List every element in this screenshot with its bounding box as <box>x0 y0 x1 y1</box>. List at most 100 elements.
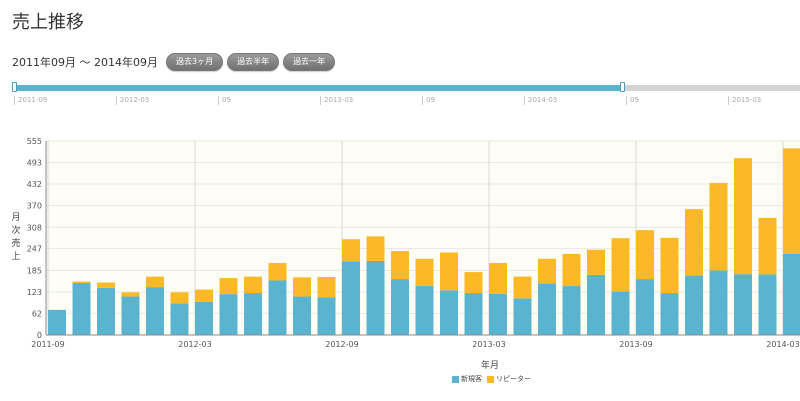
bar-repeat-customer[interactable] <box>219 278 238 295</box>
bar-repeat-customer[interactable] <box>415 258 434 287</box>
legend-item-new[interactable]: 新規客 <box>452 374 482 384</box>
preset-3-months-button[interactable]: 過去3ヶ月 <box>165 53 224 71</box>
bar-repeat-customer[interactable] <box>170 292 189 304</box>
slider-end-handle[interactable] <box>620 82 625 92</box>
bar-repeat-customer[interactable] <box>97 282 115 288</box>
bar-new-customer[interactable] <box>391 279 409 335</box>
slider-tick-label: 09 <box>218 96 231 105</box>
x-tick-label: 2012-03 <box>178 340 211 349</box>
y-axis-label-char: 上 <box>11 251 20 262</box>
bar-repeat-customer[interactable] <box>391 251 409 280</box>
bar-new-customer[interactable] <box>464 293 483 335</box>
y-tick-label: 185 <box>27 266 42 275</box>
bar-repeat-customer[interactable] <box>611 238 630 292</box>
y-axis-label-char: 売 <box>11 237 20 249</box>
preset-one-year-button[interactable]: 過去一年 <box>283 53 336 71</box>
date-range-text: 2011年09月 ～ 2014年09月 <box>12 56 158 69</box>
bar-repeat-customer[interactable] <box>268 262 287 281</box>
bar-new-customer[interactable] <box>146 287 164 335</box>
bar-new-customer[interactable] <box>317 297 336 335</box>
bar-new-customer[interactable] <box>538 283 556 335</box>
bar-repeat-customer[interactable] <box>538 258 556 284</box>
legend-item-repeat[interactable]: リピーター <box>487 374 531 384</box>
bar-repeat-customer[interactable] <box>685 209 703 276</box>
bar-repeat-customer[interactable] <box>366 236 385 261</box>
bar-new-customer[interactable] <box>268 280 287 335</box>
bar-new-customer[interactable] <box>244 293 262 335</box>
legend-swatch-repeat <box>487 375 494 383</box>
slider-selected-range[interactable] <box>14 85 623 91</box>
bar-repeat-customer[interactable] <box>709 182 728 271</box>
bar-new-customer[interactable] <box>293 296 311 335</box>
y-tick-label: 0 <box>37 331 42 340</box>
bar-new-customer[interactable] <box>489 293 507 335</box>
bar-new-customer[interactable] <box>758 274 777 335</box>
bar-new-customer[interactable] <box>97 287 115 335</box>
slider-tick-label: 2012-03 <box>116 96 149 105</box>
bar-repeat-customer[interactable] <box>342 239 360 262</box>
legend-label-repeat: リピーター <box>496 375 531 383</box>
y-tick-label: 62 <box>32 309 42 318</box>
bar-new-customer[interactable] <box>366 260 385 335</box>
bar-new-customer[interactable] <box>72 282 91 335</box>
slider-tick-label: 2011-09 <box>14 96 47 105</box>
x-tick-label: 2012-09 <box>325 340 358 349</box>
bar-repeat-customer[interactable] <box>293 277 311 297</box>
page-title: 売上推移 <box>12 12 84 33</box>
bar-new-customer[interactable] <box>783 253 800 335</box>
bar-new-customer[interactable] <box>195 301 213 335</box>
bar-new-customer[interactable] <box>513 298 532 335</box>
chart-legend: 新規客 リピーター <box>452 374 536 384</box>
bar-repeat-customer[interactable] <box>244 276 262 294</box>
x-tick-label: 2014-03 <box>766 340 799 349</box>
bar-repeat-customer[interactable] <box>121 292 140 297</box>
slider-tick-label: 2014-03 <box>524 96 557 105</box>
slider-start-handle[interactable] <box>12 82 17 92</box>
date-range-slider[interactable]: 2011-09 2012-03 09 2013-03 09 2014-03 09… <box>12 82 800 110</box>
bar-new-customer[interactable] <box>48 309 66 335</box>
bar-repeat-customer[interactable] <box>464 272 483 294</box>
bar-new-customer[interactable] <box>611 291 630 335</box>
bar-new-customer[interactable] <box>685 275 703 335</box>
bar-repeat-customer[interactable] <box>562 253 581 287</box>
y-tick-label: 247 <box>27 245 42 254</box>
bar-repeat-customer[interactable] <box>317 276 336 298</box>
y-tick-label: 123 <box>27 288 42 297</box>
bar-new-customer[interactable] <box>709 270 728 335</box>
bar-new-customer[interactable] <box>121 296 140 335</box>
bar-repeat-customer[interactable] <box>146 276 164 288</box>
bar-repeat-customer[interactable] <box>783 148 800 254</box>
x-axis-label: 年月 <box>481 359 499 370</box>
bar-repeat-customer[interactable] <box>195 289 213 302</box>
y-axis-label-char: 月 <box>11 212 20 223</box>
bar-repeat-customer[interactable] <box>513 276 532 299</box>
y-tick-label: 493 <box>27 159 42 168</box>
bar-repeat-customer[interactable] <box>660 237 679 294</box>
y-tick-label: 370 <box>27 202 42 211</box>
bar-new-customer[interactable] <box>562 286 581 335</box>
slider-tick-label: 09 <box>422 96 435 105</box>
bar-repeat-customer[interactable] <box>489 262 507 294</box>
bar-repeat-customer[interactable] <box>72 281 91 283</box>
bar-new-customer[interactable] <box>636 279 654 335</box>
bar-new-customer[interactable] <box>440 290 458 335</box>
bar-repeat-customer[interactable] <box>636 230 654 280</box>
bar-repeat-customer[interactable] <box>758 217 777 275</box>
bar-new-customer[interactable] <box>170 303 189 335</box>
bar-repeat-customer[interactable] <box>587 249 605 275</box>
slider-tick-label: 2013-03 <box>320 96 353 105</box>
slider-track[interactable] <box>14 85 800 91</box>
bar-new-customer[interactable] <box>219 294 238 335</box>
bar-new-customer[interactable] <box>415 286 434 335</box>
preset-half-year-button[interactable]: 過去半年 <box>227 53 280 71</box>
y-tick-label: 432 <box>27 180 42 189</box>
bar-new-customer[interactable] <box>734 274 752 335</box>
bar-new-customer[interactable] <box>342 261 360 335</box>
x-tick-label: 2011-09 <box>31 340 64 349</box>
x-tick-label: 2013-09 <box>619 340 652 349</box>
bar-new-customer[interactable] <box>660 293 679 335</box>
bar-new-customer[interactable] <box>587 274 605 335</box>
bar-repeat-customer[interactable] <box>440 252 458 291</box>
bar-repeat-customer[interactable] <box>734 158 752 275</box>
y-tick-label: 555 <box>27 137 42 146</box>
